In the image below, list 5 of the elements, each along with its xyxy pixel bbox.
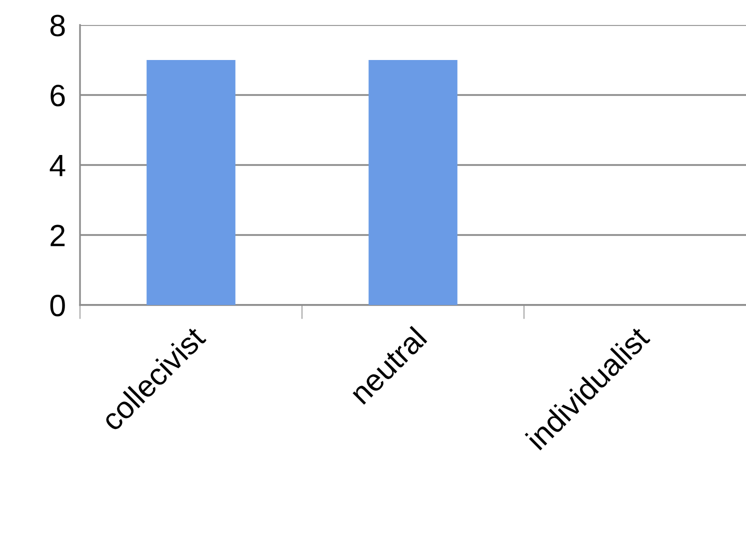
y-tick-label: 8 — [50, 14, 65, 36]
y-tick-label: 6 — [50, 84, 65, 106]
y-tick-label: 4 — [50, 155, 66, 176]
y-tick-label: 2 — [50, 224, 65, 246]
y-tick-label: 0 — [50, 294, 65, 316]
